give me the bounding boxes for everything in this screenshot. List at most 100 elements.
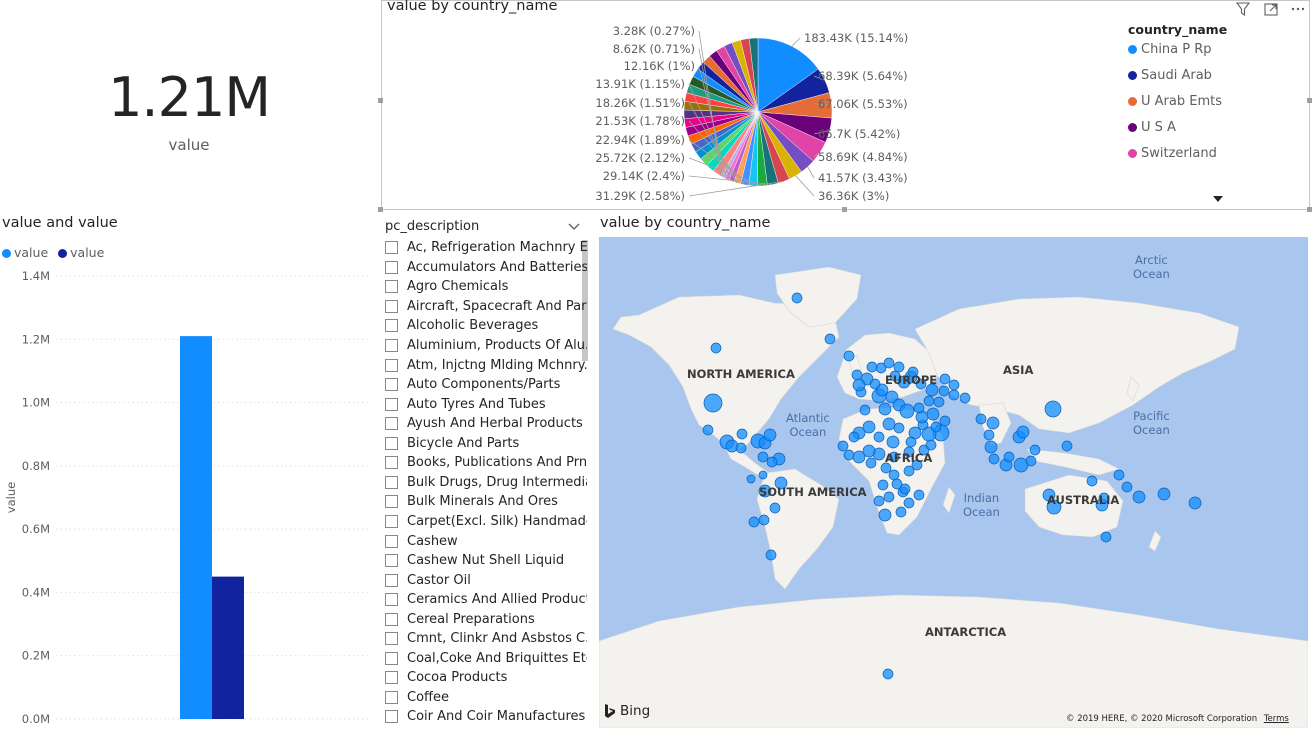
map-bubble[interactable]	[1086, 475, 1098, 487]
map-bubble[interactable]	[862, 444, 876, 458]
slicer-checkbox[interactable]	[385, 593, 398, 607]
slicer-checkbox[interactable]	[385, 573, 398, 587]
map-bubble[interactable]	[851, 369, 863, 381]
resize-handle-corner-right[interactable]	[1307, 207, 1312, 212]
map-bubble[interactable]	[878, 508, 892, 522]
map-bubble[interactable]	[852, 450, 866, 464]
legend-scroll-down-icon[interactable]	[1212, 194, 1224, 204]
slicer-item[interactable]: Castor Oil	[385, 570, 471, 590]
slicer-checkbox[interactable]	[385, 495, 398, 509]
slicer-item[interactable]: Agro Chemicals	[385, 277, 508, 297]
slicer-checkbox[interactable]	[385, 397, 398, 411]
map-bubble[interactable]	[913, 489, 925, 501]
map-bubble[interactable]	[758, 470, 768, 480]
focus-mode-icon[interactable]	[1263, 1, 1279, 17]
slicer-checkbox[interactable]	[385, 632, 398, 646]
slicer-item[interactable]: Cocoa Products	[385, 668, 507, 688]
map-bubble[interactable]	[882, 417, 896, 431]
map-bubble[interactable]	[1188, 496, 1202, 510]
pie-chart[interactable]: 183.43K (15.14%) 68.39K (5.64%) 67.06K (5.…	[381, 22, 1121, 212]
map-bubble[interactable]	[959, 392, 971, 404]
slicer-item[interactable]: Cereal Preparations	[385, 609, 535, 629]
slicer-checkbox[interactable]	[385, 514, 398, 528]
map-bubble[interactable]	[915, 378, 927, 390]
slicer-checkbox[interactable]	[385, 671, 398, 685]
map-bubble[interactable]	[883, 357, 895, 369]
slicer-item[interactable]: Auto Tyres And Tubes	[385, 394, 546, 414]
resize-handle-right[interactable]	[1307, 98, 1312, 103]
map-bubble[interactable]	[948, 389, 960, 401]
legend-item[interactable]: U S A	[1128, 120, 1176, 135]
slicer-checkbox[interactable]	[385, 260, 398, 274]
slicer-item[interactable]: Auto Components/Parts	[385, 375, 560, 395]
map-bubble[interactable]	[1046, 499, 1062, 515]
map-bubble[interactable]	[899, 403, 915, 419]
map-bubble[interactable]	[888, 469, 900, 481]
slicer-checkbox[interactable]	[385, 651, 398, 665]
slicer-checkbox[interactable]	[385, 710, 398, 724]
map-bubble[interactable]	[1113, 469, 1125, 481]
map-bubble[interactable]	[1098, 492, 1110, 504]
map-bubble[interactable]	[926, 407, 940, 421]
legend-item[interactable]: Switzerland	[1128, 146, 1217, 161]
slicer-item[interactable]: Aluminium, Products Of Alu...	[385, 336, 587, 356]
slicer-item[interactable]: Ceramics And Allied Products	[385, 590, 587, 610]
map-bubble[interactable]	[1016, 425, 1030, 439]
map-bubble[interactable]	[703, 393, 723, 413]
map-bubble[interactable]	[843, 350, 855, 362]
map-bubble[interactable]	[1025, 455, 1037, 467]
slicer-item[interactable]: Ayush And Herbal Products	[385, 414, 583, 434]
map-bubble[interactable]	[878, 402, 892, 416]
map-bubble[interactable]	[939, 415, 951, 427]
map-bubble[interactable]	[889, 370, 901, 382]
slicer-item[interactable]: Alcoholic Beverages	[385, 316, 538, 336]
map-canvas[interactable]	[599, 237, 1308, 728]
map-bubble[interactable]	[938, 385, 950, 397]
map-bubble[interactable]	[866, 361, 878, 373]
slicer-checkbox[interactable]	[385, 475, 398, 489]
map-bubble[interactable]	[843, 449, 855, 461]
slicer-checkbox[interactable]	[385, 241, 398, 255]
slicer-checkbox[interactable]	[385, 456, 398, 470]
slicer-checkbox[interactable]	[385, 378, 398, 392]
map-bubble[interactable]	[1044, 400, 1062, 418]
map-bubble[interactable]	[948, 379, 960, 391]
slicer-item[interactable]: Books, Publications And Prn...	[385, 453, 587, 473]
map-bubble[interactable]	[983, 429, 995, 441]
slicer-checkbox[interactable]	[385, 339, 398, 352]
map-bubble[interactable]	[852, 378, 866, 392]
filter-icon[interactable]	[1235, 1, 1251, 17]
map-bubble[interactable]	[886, 435, 900, 449]
map-bubble[interactable]	[939, 373, 951, 385]
slicer-item[interactable]: Atm, Injctng Mlding Mchnry...	[385, 355, 587, 375]
map-bubble[interactable]	[905, 436, 917, 448]
slicer-checkbox[interactable]	[385, 280, 398, 294]
map-bubble[interactable]	[757, 451, 769, 463]
map-bubble[interactable]	[925, 383, 939, 397]
map-bubble[interactable]	[925, 439, 937, 451]
map-bubble[interactable]	[791, 292, 803, 304]
legend-item[interactable]: U Arab Emts	[1128, 94, 1222, 109]
map-bubble[interactable]	[837, 440, 849, 452]
map-bubble[interactable]	[1042, 488, 1056, 502]
map-bubble[interactable]	[769, 502, 781, 514]
map-bubble[interactable]	[883, 491, 895, 503]
map-bubble[interactable]	[862, 420, 876, 434]
map-bubble[interactable]	[893, 361, 905, 373]
slicer-item[interactable]: Coal,Coke And Briquittes Etc	[385, 649, 587, 669]
map-bubble[interactable]	[873, 431, 885, 443]
slicer-item[interactable]: Cashew Nut Shell Liquid	[385, 551, 564, 571]
slicer-checkbox[interactable]	[385, 319, 398, 333]
chevron-down-icon[interactable]	[567, 222, 581, 232]
map-bubble[interactable]	[975, 413, 987, 425]
map-bubble[interactable]	[930, 421, 942, 433]
bubble-map[interactable]: NORTH AMERICA SOUTH AMERICA EUROPE AFRIC…	[599, 237, 1308, 728]
map-bubble[interactable]	[1061, 440, 1073, 452]
slicer-item[interactable]: Coffee	[385, 688, 449, 708]
map-bubble[interactable]	[758, 484, 772, 498]
map-bubble[interactable]	[907, 366, 919, 378]
map-bubble[interactable]	[736, 428, 748, 440]
column-chart[interactable]: 0.0M 0.2M 0.4M 0.6M 0.8M 1.0M 1.2M 1.4M value	[0, 262, 378, 733]
slicer-item[interactable]: Cmnt, Clinkr And Asbstos C...	[385, 629, 587, 649]
map-bubble[interactable]	[895, 506, 907, 518]
